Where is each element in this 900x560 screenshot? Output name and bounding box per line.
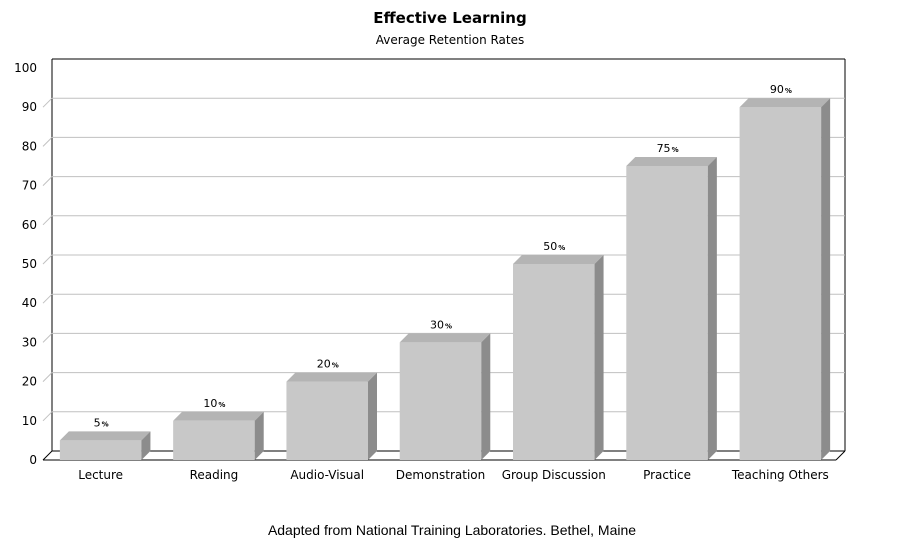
bars [59,98,831,460]
bar-top [59,431,151,441]
y-tick-label: 10 [22,414,37,428]
data-label: 90% [770,83,792,96]
x-tick-label: Teaching Others [731,468,829,482]
data-label: 50% [543,240,565,253]
bar-top [513,255,604,264]
bar-side [254,411,264,460]
bar-top [286,372,377,382]
bar-side [141,431,151,460]
gridline-side [42,254,53,265]
y-tick-label: 80 [22,139,37,153]
bar-front [59,440,142,460]
bar-side [707,157,717,460]
y-tick-label: 40 [22,296,37,310]
x-tick-label: Reading [190,468,239,482]
gridline-side [42,372,53,382]
gridline-side [42,333,53,343]
gridline-side [42,176,53,186]
bar [59,431,151,460]
data-label: 5% [94,416,109,429]
y-tick-label: 0 [29,453,37,467]
source-footnote: Adapted from National Training Laborator… [268,522,636,538]
y-tick-label: 90 [22,100,37,114]
x-tick-label: Lecture [78,468,123,482]
bar-front [513,264,595,460]
bar-side [821,98,831,460]
y-axis-ticks: 0 10 20 30 40 50 60 70 80 90 100 [14,61,37,467]
chart-title: Effective Learning [373,9,526,27]
data-label: 75% [657,142,679,155]
gridline-side [42,215,53,226]
y-tick-label: 60 [22,218,37,232]
bar-top [739,98,831,108]
x-tick-label: Practice [643,468,691,482]
bar-side [367,372,377,460]
bar [626,157,717,460]
bar-front [626,166,708,460]
bar [399,333,491,460]
bar-top [173,411,264,421]
gridline-side [42,411,53,422]
bar-top [399,333,491,343]
bar-side [481,333,491,460]
floor-left-edge [42,450,53,461]
data-label: 20% [317,358,339,371]
bar-front [173,420,255,460]
bar-front [286,381,368,460]
x-axis-ticks: Lecture Reading Audio-Visual Demonstration G… [78,468,829,482]
x-tick-label: Audio-Visual [290,468,364,482]
bar [739,98,831,460]
data-labels: 5% 10% 20% 30% 50% 75% 90% [94,83,792,429]
y-tick-label: 100 [14,61,37,75]
x-tick-label: Demonstration [396,468,486,482]
y-tick-label: 20 [22,375,37,389]
bar-top [626,157,717,166]
x-tick-label: Group Discussion [502,468,606,482]
y-tick-label: 30 [22,335,37,349]
bar [173,411,264,460]
bar [286,372,377,460]
gridline-side [42,137,53,147]
bar-front [399,342,482,460]
y-tick-label: 50 [22,257,37,271]
bar-side [594,255,604,460]
bar [513,255,604,460]
y-tick-label: 70 [22,179,37,193]
floor-right-edge [835,450,846,461]
data-label: 10% [203,397,225,410]
data-label: 30% [430,318,452,331]
gridline-side [42,293,53,304]
bar-front [739,107,822,460]
chart-subtitle: Average Retention Rates [376,33,525,47]
gridline-side [42,97,53,108]
